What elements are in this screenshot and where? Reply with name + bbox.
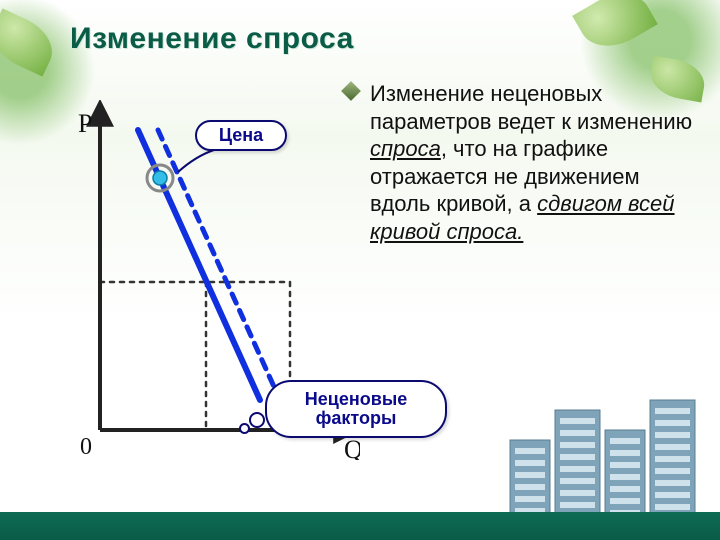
- body-paragraph: Изменение неценовых параметров ведет к и…: [370, 80, 700, 245]
- callout-price: Цена: [195, 120, 287, 151]
- paragraph-em-spros: спроса: [370, 136, 441, 161]
- callout-nonprice: Неценовые факторы: [265, 380, 447, 438]
- svg-text:0: 0: [80, 434, 92, 460]
- svg-text:Q: Q: [344, 435, 360, 460]
- slide-title: Изменение спроса: [70, 22, 354, 56]
- svg-text:P: P: [78, 109, 92, 138]
- paragraph-lead: Изменение неценовых параметров ведет к и…: [370, 81, 692, 134]
- footer-bar: [0, 512, 720, 540]
